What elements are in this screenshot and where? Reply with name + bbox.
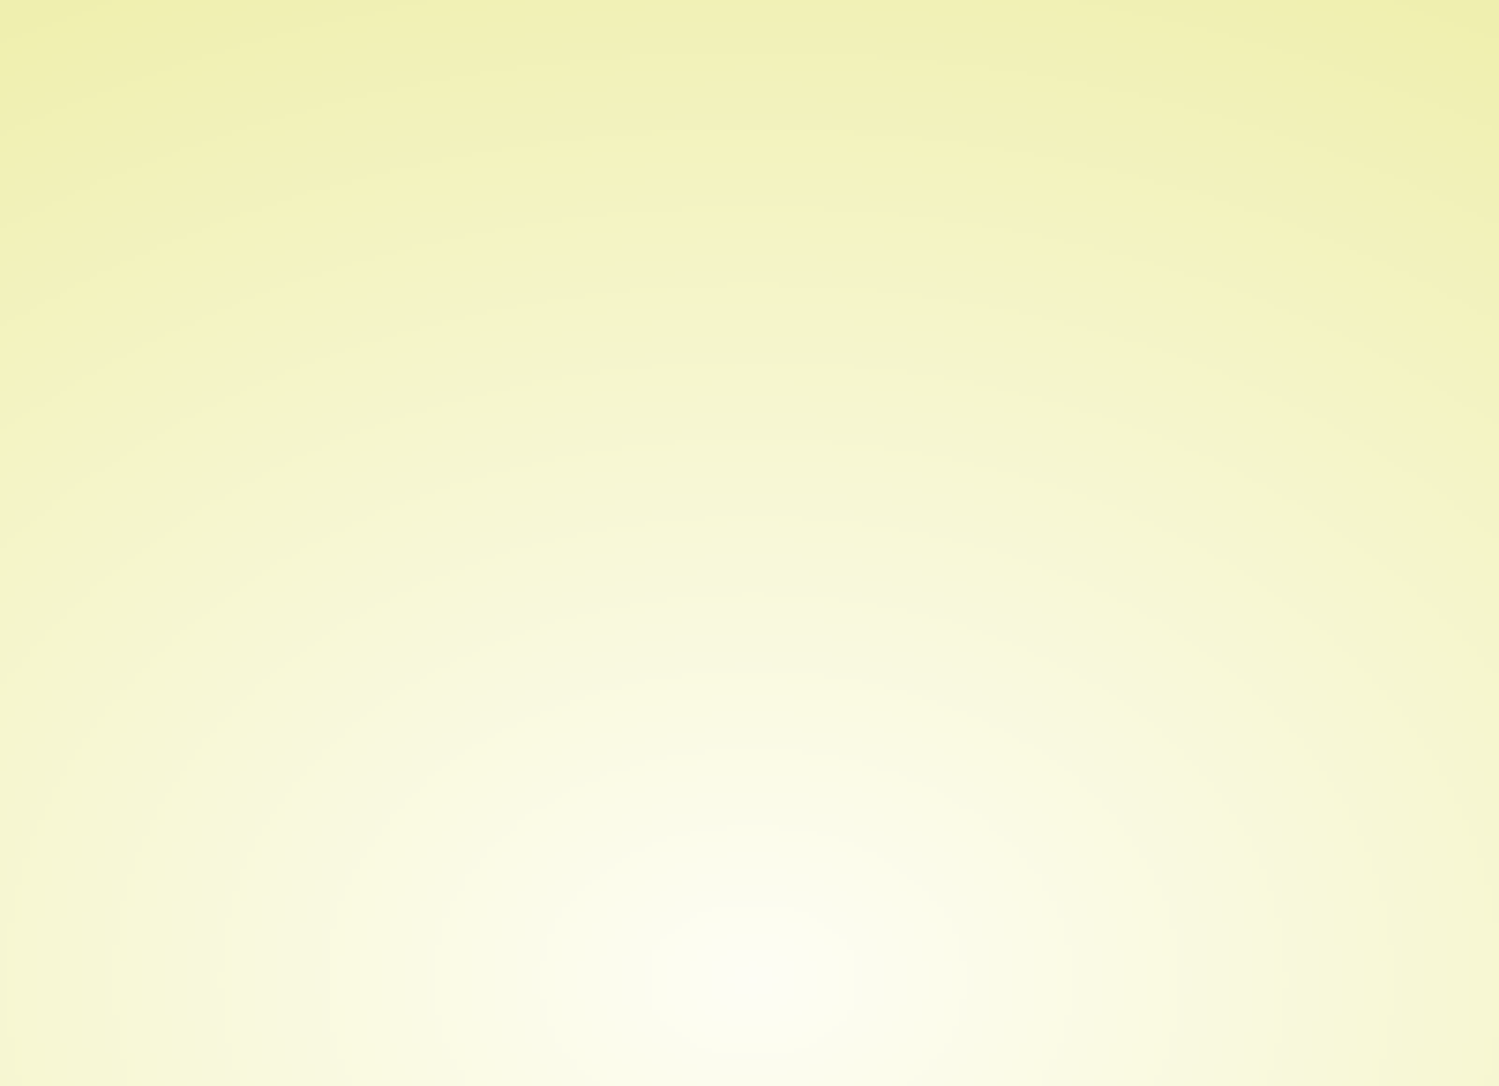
Text: croissance: croissance (138, 35, 403, 78)
Text: déficience: déficience (229, 294, 453, 332)
Text: toxicité: toxicité (1160, 294, 1325, 332)
Text: concentrations
optimales: concentrations optimales (658, 250, 985, 332)
Text: concentration: concentration (1075, 1039, 1424, 1083)
